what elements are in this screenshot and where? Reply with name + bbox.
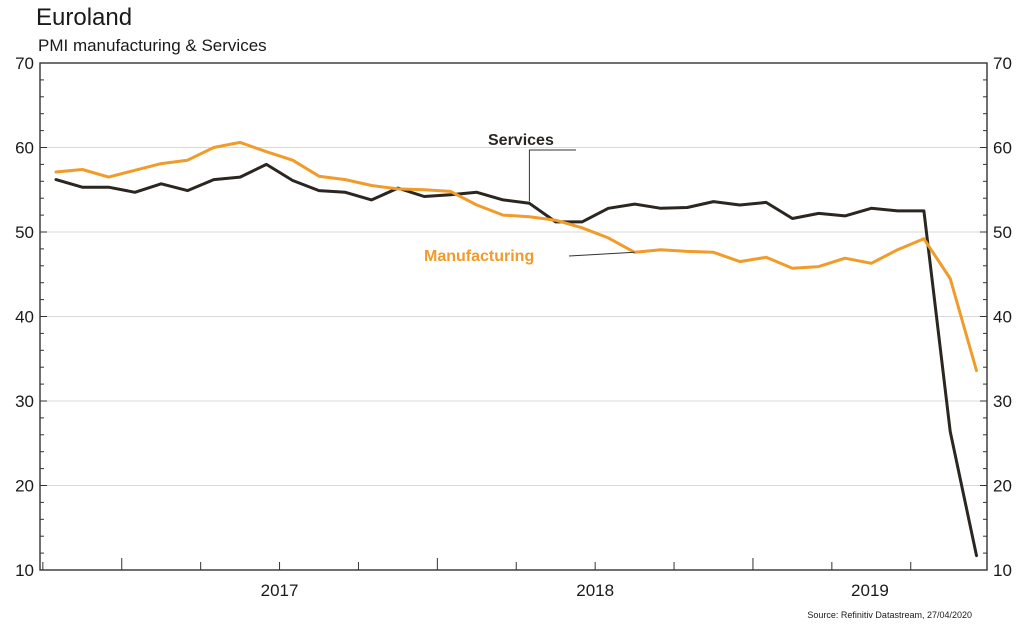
x-tick-label: 2019 <box>851 581 889 600</box>
x-tick-label: 2017 <box>261 581 299 600</box>
annotation-manufacturing: Manufacturing <box>424 248 534 265</box>
y-tick-label-left: 20 <box>15 477 34 496</box>
y-tick-label-right: 30 <box>993 392 1012 411</box>
x-tick-label: 2018 <box>576 581 614 600</box>
y-tick-label-right: 60 <box>993 139 1012 158</box>
y-tick-label-right: 70 <box>993 54 1012 73</box>
y-tick-label-left: 10 <box>15 561 34 580</box>
chart-title: Euroland <box>36 4 133 31</box>
annotation-leader-services <box>528 149 576 202</box>
annotation-services: Services <box>488 132 554 149</box>
y-tick-label-right: 10 <box>993 561 1012 580</box>
series-line-manufacturing <box>54 140 978 373</box>
series-line-services <box>54 162 978 558</box>
chart-subtitle: PMI manufacturing & Services <box>38 36 267 55</box>
source-note: Source: Refinitiv Datastream, 27/04/2020 <box>807 610 972 620</box>
y-tick-label-left: 50 <box>15 223 34 242</box>
y-tick-label-right: 50 <box>993 223 1012 242</box>
annotation-leader-manufacturing <box>568 251 635 257</box>
y-tick-label-right: 40 <box>993 308 1012 327</box>
y-tick-label-left: 30 <box>15 392 34 411</box>
y-tick-label-left: 70 <box>15 54 34 73</box>
y-tick-label-left: 60 <box>15 139 34 158</box>
y-tick-label-left: 40 <box>15 308 34 327</box>
y-tick-label-right: 20 <box>993 477 1012 496</box>
